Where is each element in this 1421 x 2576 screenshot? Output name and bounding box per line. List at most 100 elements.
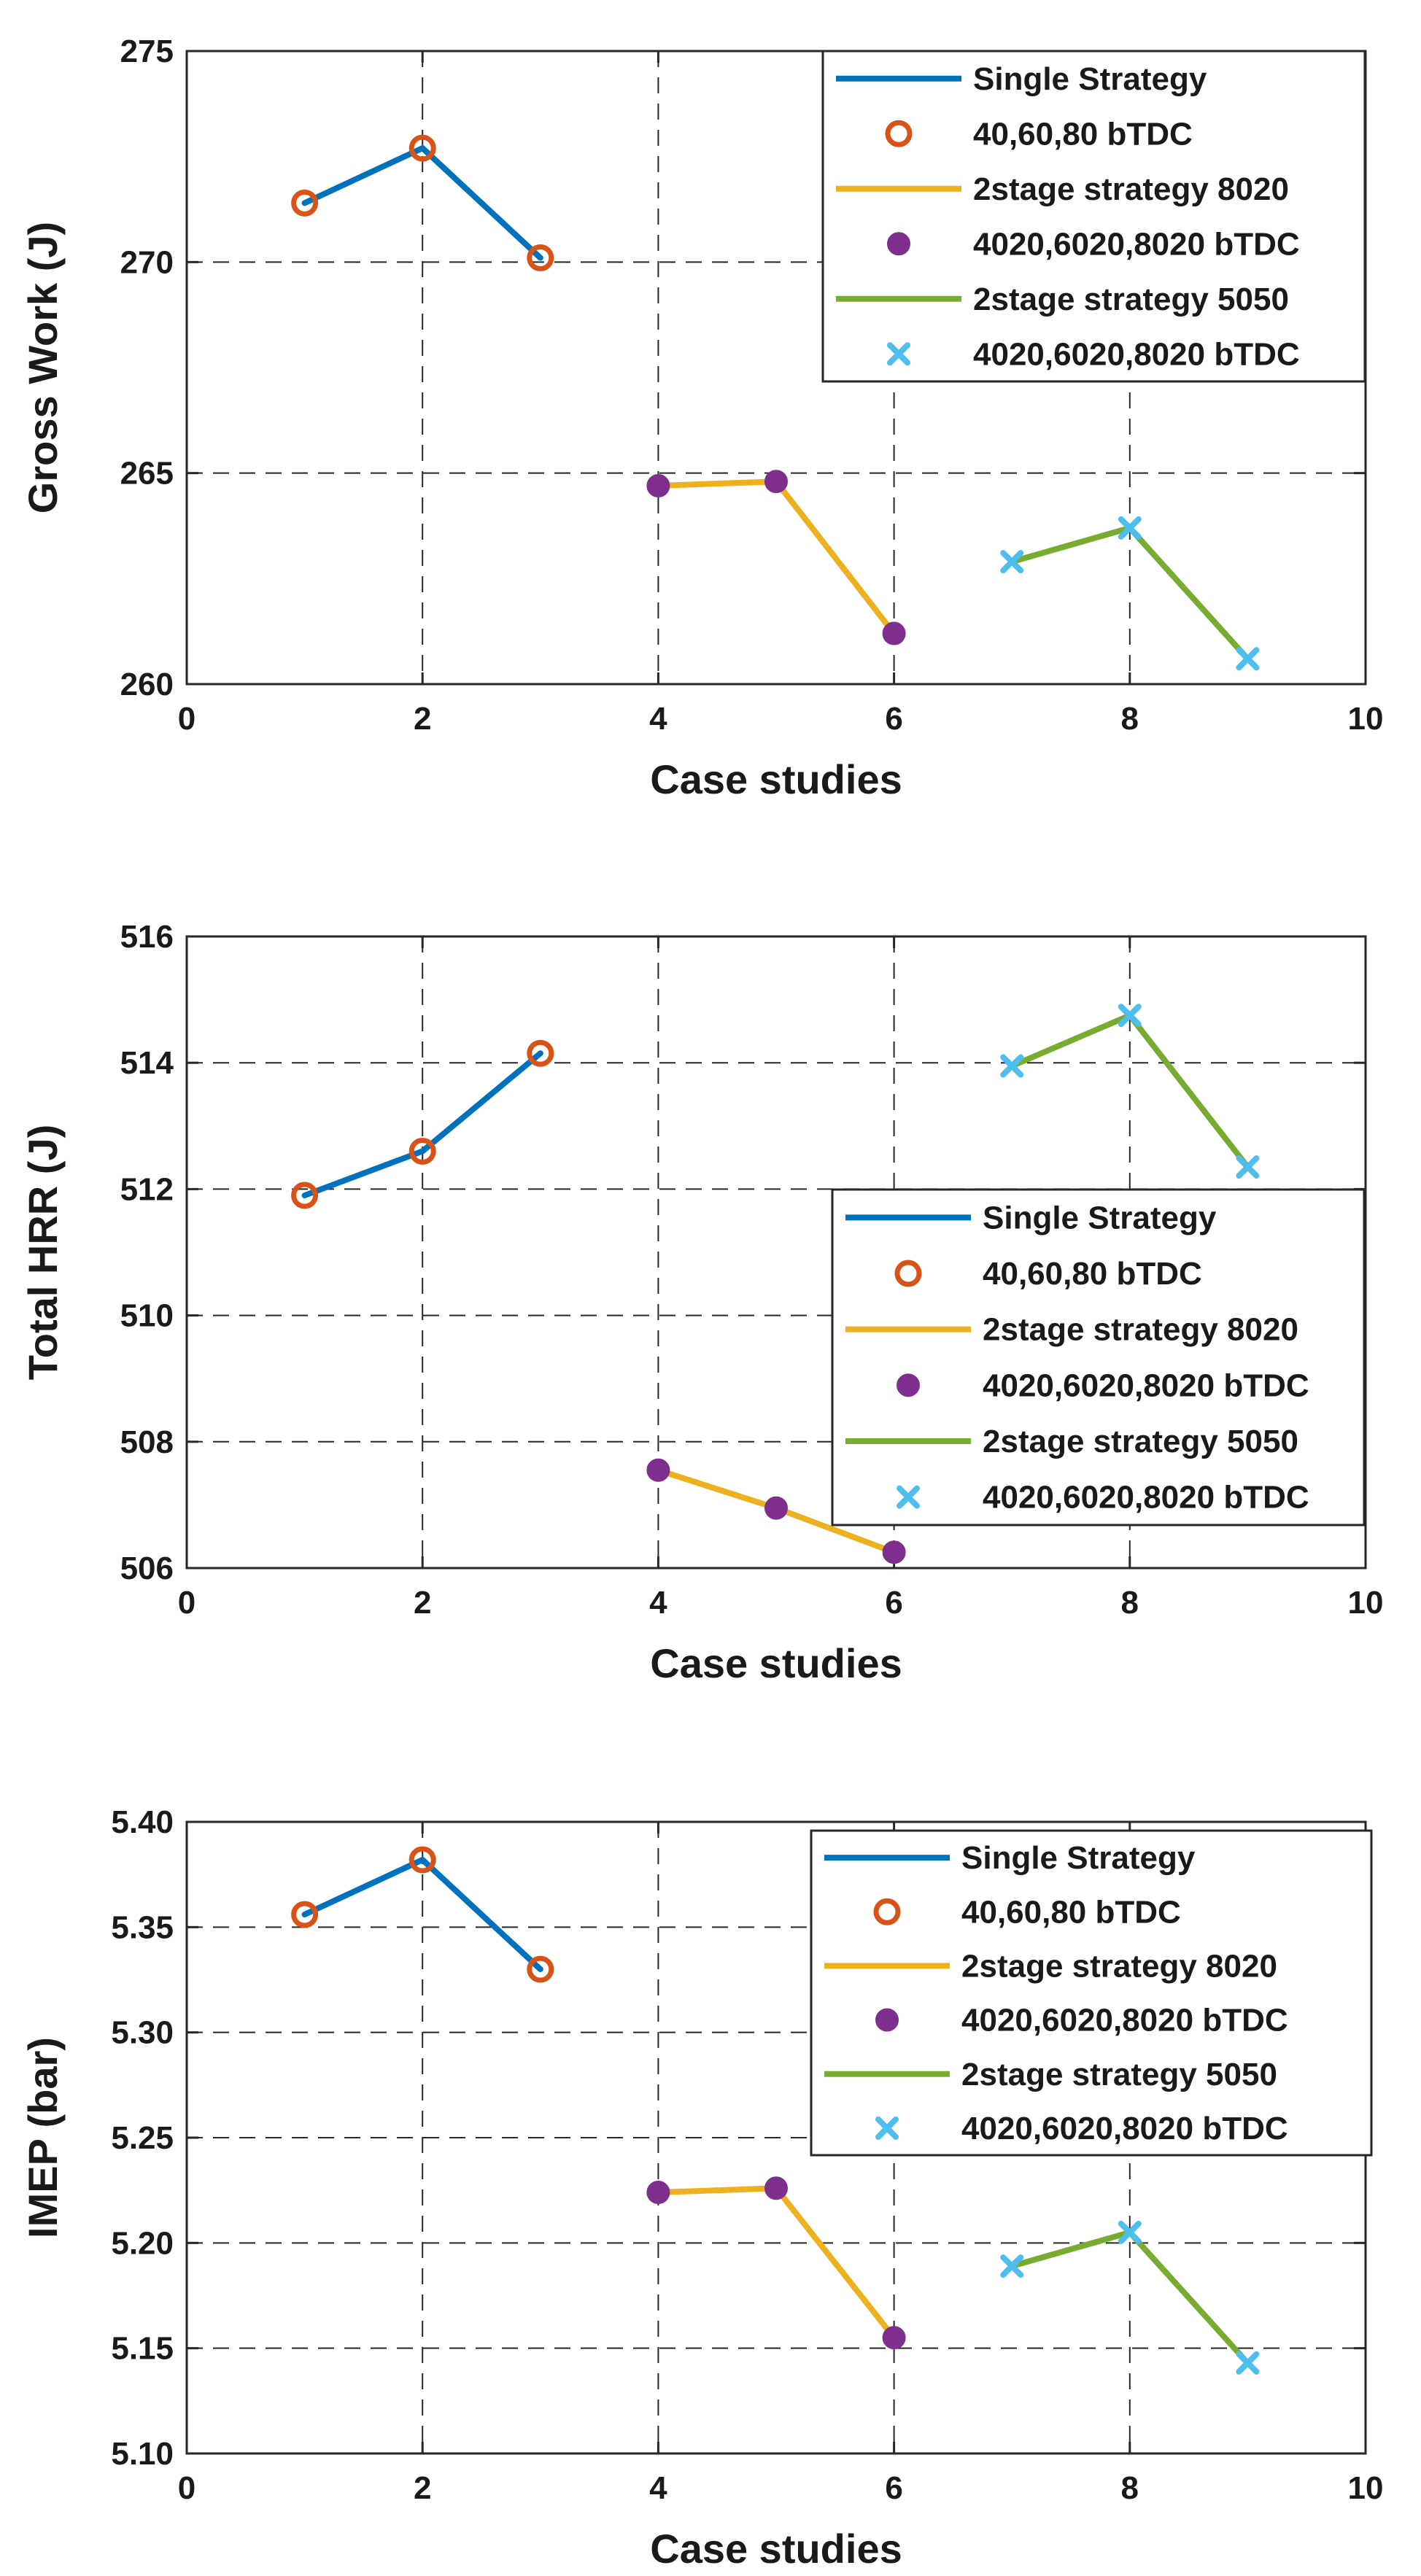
- legend-label: Single Strategy: [973, 61, 1207, 97]
- x-tick-label: 8: [1121, 701, 1139, 737]
- y-tick-label: 516: [120, 919, 174, 955]
- data-point: [764, 470, 788, 494]
- data-point: [646, 2181, 670, 2205]
- legend: Single Strategy 40,60,80 bTDC 2stage strat…: [810, 1829, 1373, 2157]
- data-point: [1118, 1004, 1142, 1028]
- y-tick-label: 260: [120, 667, 174, 702]
- legend-label: 4020,6020,8020 bTDC: [983, 1480, 1309, 1516]
- legend-label: 2stage strategy 5050: [961, 2057, 1277, 2092]
- data-point: [1236, 1155, 1260, 1179]
- x-tick-label: 4: [649, 2470, 667, 2506]
- data-point: [291, 1182, 319, 1209]
- legend-label: 2stage strategy 5050: [983, 1424, 1298, 1459]
- y-tick-label: 508: [120, 1424, 174, 1460]
- y-tick-label: 506: [120, 1551, 174, 1586]
- x-tick-label: 2: [414, 701, 431, 737]
- y-tick-label: 265: [120, 456, 174, 492]
- legend-marker-swatch: [887, 232, 910, 256]
- data-point: [764, 2176, 788, 2200]
- legend-marker-swatch: [897, 1485, 920, 1509]
- x-tick-label: 4: [649, 701, 667, 737]
- x-tick-label: 10: [1348, 2470, 1384, 2506]
- data-point: [527, 244, 554, 272]
- x-tick-label: 6: [885, 2470, 902, 2506]
- y-tick-label: 5.20: [111, 2225, 174, 2261]
- x-tick-label: 2: [414, 1585, 431, 1621]
- data-point: [1236, 647, 1260, 671]
- legend-label: 4020,6020,8020 bTDC: [983, 1367, 1309, 1403]
- x-tick-label: 6: [885, 1585, 902, 1621]
- legend-marker-swatch: [894, 1260, 922, 1287]
- series-line-1: [301, 145, 543, 261]
- y-tick-label: 512: [120, 1171, 174, 1207]
- y-tick-label: 5.25: [111, 2120, 174, 2156]
- x-axis-label: Case studies: [650, 2526, 902, 2572]
- legend-label: 2stage strategy 8020: [961, 1948, 1277, 1984]
- legend-marker-swatch: [887, 342, 910, 366]
- x-axis-label: Case studies: [650, 1640, 902, 1686]
- legend-marker-swatch: [897, 1373, 920, 1397]
- legend-label: 4020,6020,8020 bTDC: [973, 336, 1300, 372]
- legend-box: [810, 1829, 1373, 2157]
- legend-label: 2stage strategy 8020: [983, 1312, 1298, 1348]
- x-tick-label: 8: [1121, 1585, 1139, 1621]
- legend-box: [831, 1188, 1366, 1526]
- legend-marker-swatch: [873, 1898, 901, 1925]
- legend: Single Strategy 40,60,80 bTDC 2stage strat…: [831, 1188, 1366, 1526]
- data-point: [882, 621, 906, 645]
- data-point: [291, 189, 319, 217]
- legend-label: 4020,6020,8020 bTDC: [961, 2111, 1288, 2146]
- y-tick-label: 5.40: [111, 1804, 174, 1840]
- data-point: [1000, 550, 1024, 574]
- legend-label: Single Strategy: [961, 1840, 1196, 1876]
- legend-label: 4020,6020,8020 bTDC: [973, 226, 1300, 262]
- x-tick-label: 8: [1121, 2470, 1139, 2506]
- y-tick-label: 5.15: [111, 2331, 174, 2367]
- legend-label: 40,60,80 bTDC: [961, 1894, 1181, 1930]
- legend-marker-swatch: [875, 2008, 899, 2032]
- y-tick-label: 510: [120, 1298, 174, 1334]
- data-point: [764, 1496, 788, 1520]
- data-point: [882, 2326, 906, 2350]
- y-axis-label: Gross Work (J): [20, 222, 66, 513]
- chart-3: 0 2 4 6 8 10 5.10 5.15 5.20 5.25 5.30 5.35 5.40 Case …: [20, 1804, 1383, 2572]
- series-line-1: [301, 1050, 543, 1199]
- x-tick-label: 0: [178, 2470, 195, 2506]
- legend-marker-swatch: [875, 2116, 899, 2140]
- x-tick-label: 0: [178, 1585, 195, 1621]
- data-point: [527, 1039, 554, 1067]
- y-tick-label: 5.10: [111, 2436, 174, 2472]
- data-point: [291, 1901, 319, 1928]
- data-point: [1118, 516, 1142, 540]
- x-tick-label: 6: [885, 701, 902, 737]
- data-point: [527, 1955, 554, 1983]
- y-tick-label: 514: [120, 1045, 174, 1081]
- chart-1: 0 2 4 6 8 10 260 265 270 275 Case studies Gross Wor…: [20, 34, 1383, 802]
- legend-label: 2stage strategy 8020: [973, 171, 1289, 207]
- data-point: [409, 1846, 436, 1874]
- x-tick-label: 10: [1348, 701, 1384, 737]
- data-point: [1000, 1054, 1024, 1078]
- data-point: [1000, 2254, 1024, 2278]
- legend-label: 4020,6020,8020 bTDC: [961, 2003, 1288, 2038]
- y-tick-label: 5.35: [111, 1909, 174, 1945]
- data-point: [409, 134, 436, 162]
- x-axis-label: Case studies: [650, 756, 902, 802]
- data-point: [409, 1137, 436, 1165]
- chart-2: 0 2 4 6 8 10 506 508 510 512 514 516 Case studies Tot…: [20, 919, 1383, 1686]
- x-tick-label: 2: [414, 2470, 431, 2506]
- legend-box: [821, 50, 1366, 383]
- data-point: [646, 474, 670, 498]
- x-tick-label: 0: [178, 701, 195, 737]
- legend-label: 40,60,80 bTDC: [983, 1256, 1202, 1292]
- legend-label: 40,60,80 bTDC: [973, 116, 1193, 152]
- series-line-1: [301, 1856, 543, 1973]
- x-tick-label: 10: [1348, 1585, 1384, 1621]
- y-tick-label: 5.30: [111, 2015, 174, 2051]
- data-point: [1236, 2351, 1260, 2375]
- y-tick-label: 275: [120, 34, 174, 69]
- y-tick-label: 270: [120, 244, 174, 280]
- data-point: [1118, 2220, 1142, 2244]
- legend: Single Strategy 40,60,80 bTDC 2stage strat…: [821, 50, 1366, 383]
